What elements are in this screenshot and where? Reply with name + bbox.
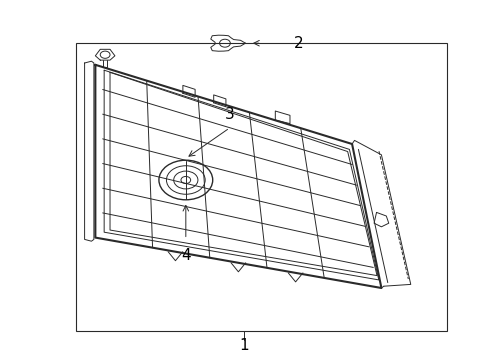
Text: 4: 4 — [181, 248, 190, 264]
Text: 3: 3 — [224, 107, 234, 122]
Text: 1: 1 — [239, 338, 249, 353]
Bar — [76, 43, 447, 331]
Text: 2: 2 — [293, 36, 303, 51]
